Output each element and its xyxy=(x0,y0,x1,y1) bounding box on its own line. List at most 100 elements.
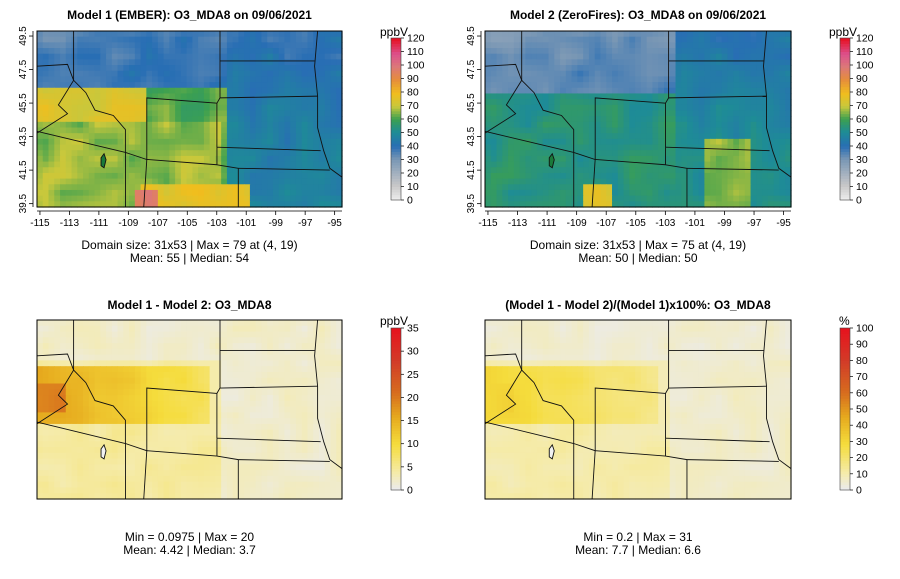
raster-cell xyxy=(180,87,188,95)
raster-cell xyxy=(307,178,314,185)
raster-cell xyxy=(77,458,84,465)
raster-cell xyxy=(295,87,303,95)
raster-cell xyxy=(508,36,515,43)
raster-cell xyxy=(318,178,326,185)
raster-cell xyxy=(83,464,90,471)
raster-cell xyxy=(336,127,343,134)
raster-cell xyxy=(83,423,90,431)
raster-cell xyxy=(318,31,326,38)
raster-cell xyxy=(779,93,786,100)
colorbar-swatch xyxy=(840,191,850,196)
raster-cell xyxy=(560,59,567,66)
raster-cell xyxy=(756,150,763,157)
raster-cell xyxy=(307,127,314,134)
raster-cell xyxy=(106,441,113,448)
raster-cell xyxy=(244,155,251,163)
raster-cell xyxy=(773,36,781,43)
raster-cell xyxy=(715,201,723,208)
raster-cell xyxy=(146,178,153,185)
raster-cell xyxy=(106,360,113,367)
raster-cell xyxy=(198,458,205,465)
raster-cell xyxy=(669,31,677,38)
raster-cell xyxy=(88,167,96,174)
raster-cell xyxy=(594,93,602,100)
raster-cell xyxy=(169,161,176,168)
raster-cell xyxy=(232,161,240,168)
raster-cell xyxy=(756,59,763,66)
raster-cell xyxy=(140,343,147,350)
raster-cell xyxy=(531,116,538,123)
raster-cell xyxy=(169,354,176,362)
raster-cell xyxy=(336,133,343,140)
raster-cell xyxy=(629,116,636,123)
raster-cell xyxy=(111,389,119,396)
raster-cell xyxy=(83,178,90,185)
raster-cell xyxy=(490,48,498,55)
raster-cell xyxy=(186,144,193,151)
raster-cell xyxy=(560,138,567,146)
raster-cell xyxy=(65,133,73,140)
raster-cell xyxy=(571,178,578,185)
raster-cell xyxy=(94,452,101,460)
raster-cell xyxy=(577,42,584,49)
raster-cell xyxy=(606,104,613,112)
raster-cell xyxy=(272,447,280,454)
raster-cell xyxy=(536,116,544,123)
x-tick-label: -99 xyxy=(268,218,283,229)
raster-cell xyxy=(640,144,648,151)
raster-cell xyxy=(180,53,188,60)
raster-cell xyxy=(152,110,159,117)
raster-cell xyxy=(163,383,170,390)
raster-cell xyxy=(163,343,170,350)
raster-cell xyxy=(698,155,705,163)
raster-cell xyxy=(146,406,153,413)
raster-cell xyxy=(65,127,73,134)
raster-cell xyxy=(226,133,234,140)
raster-cell xyxy=(272,423,280,431)
raster-cell xyxy=(675,36,682,43)
colorbar-swatch xyxy=(391,97,401,101)
raster-cell xyxy=(652,104,659,112)
raster-cell xyxy=(175,76,182,83)
raster-cell xyxy=(744,138,752,146)
raster-cell xyxy=(508,127,515,134)
raster-cell xyxy=(175,144,182,151)
raster-cell xyxy=(37,389,44,396)
raster-cell xyxy=(215,65,222,72)
raster-cell xyxy=(65,121,73,129)
raster-cell xyxy=(554,189,561,197)
raster-cell xyxy=(519,189,527,197)
raster-cell xyxy=(152,354,159,362)
raster-cell xyxy=(209,155,216,163)
raster-cell xyxy=(232,441,240,448)
raster-cell xyxy=(163,65,170,72)
x-tick-label: -101 xyxy=(685,218,705,229)
raster-cell xyxy=(123,470,130,477)
raster-cell xyxy=(163,155,170,163)
colorbar-swatch xyxy=(840,92,850,96)
raster-cell xyxy=(715,150,723,157)
raster-cell xyxy=(203,144,211,151)
raster-cell xyxy=(226,53,234,60)
raster-cell xyxy=(502,172,509,180)
raster-cell xyxy=(192,406,199,413)
raster-cell xyxy=(54,189,61,197)
raster-cell xyxy=(698,121,705,129)
raster-cell xyxy=(635,70,642,78)
raster-cell xyxy=(186,184,193,191)
raster-cell xyxy=(192,452,199,460)
raster-cell xyxy=(548,127,555,134)
raster-cell xyxy=(261,423,268,431)
raster-cell xyxy=(169,36,176,43)
raster-cell xyxy=(226,371,234,379)
raster-cell xyxy=(710,201,717,208)
raster-cell xyxy=(750,172,757,180)
raster-cell xyxy=(785,76,792,83)
raster-cell xyxy=(100,418,107,425)
raster-cell xyxy=(744,65,752,72)
raster-cell xyxy=(226,337,234,344)
raster-cell xyxy=(60,435,67,442)
raster-cell xyxy=(612,133,619,140)
raster-cell xyxy=(324,383,332,390)
raster-cell xyxy=(54,53,61,60)
